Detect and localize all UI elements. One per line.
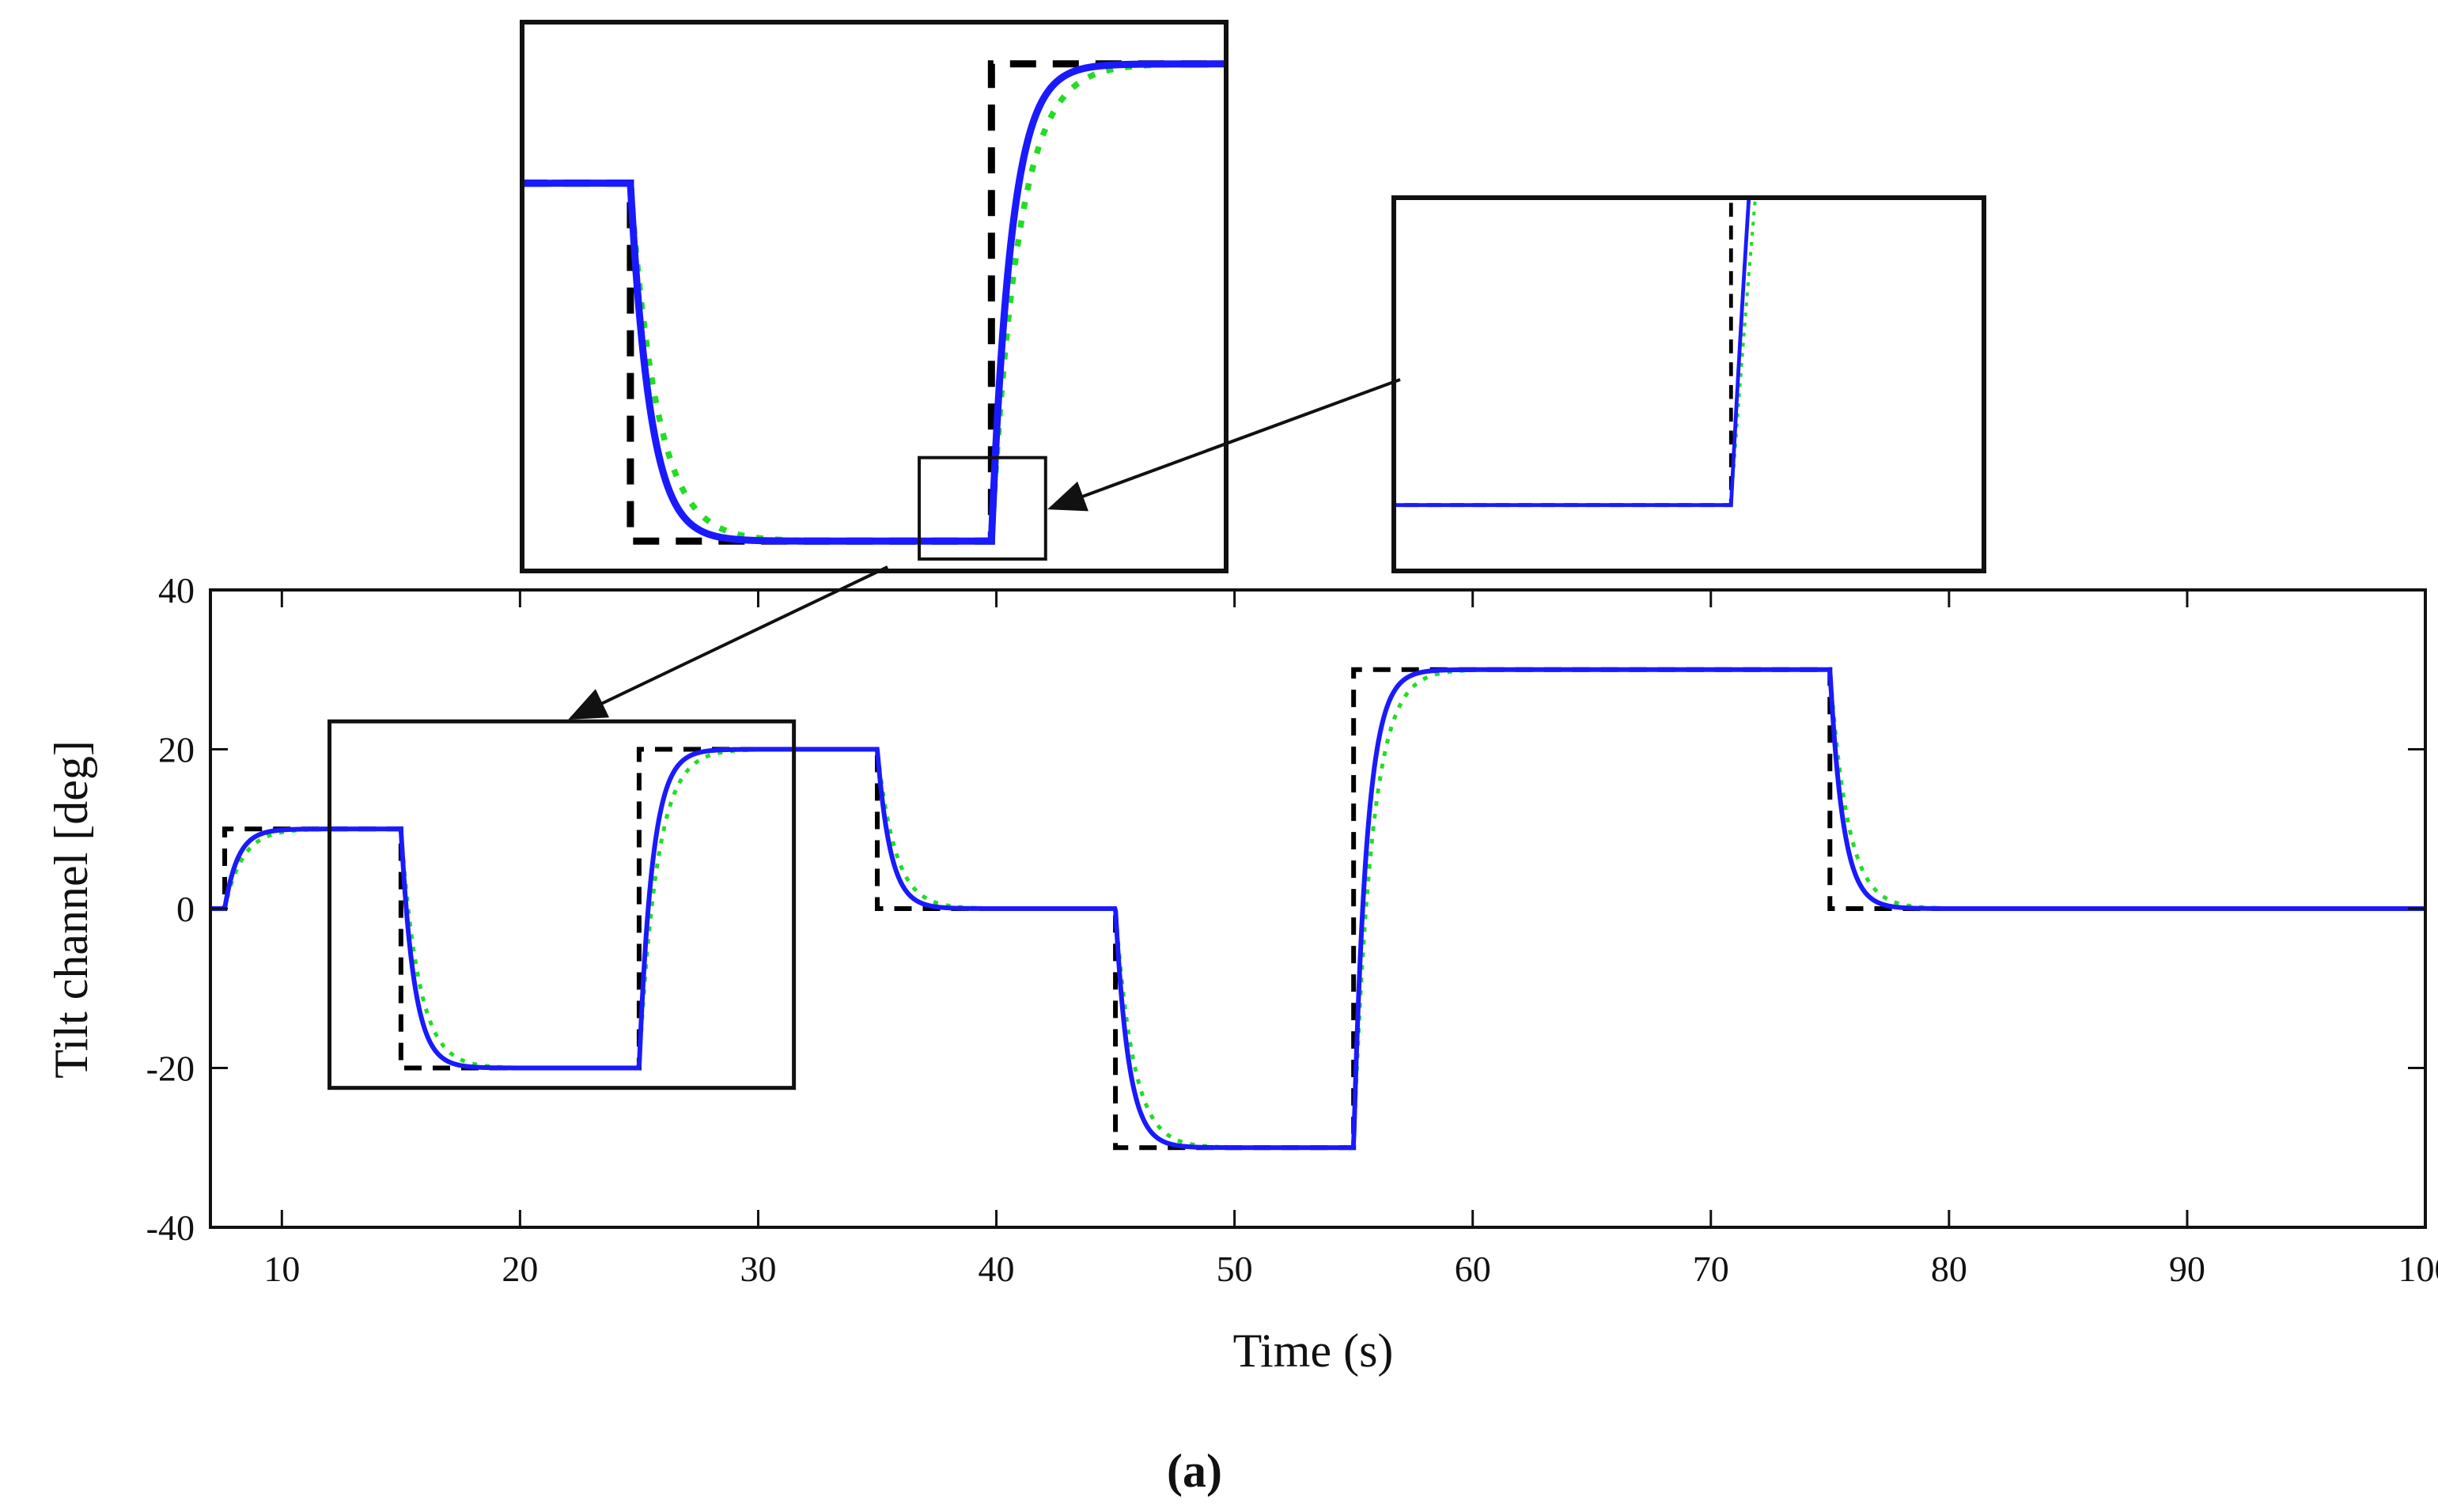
zoom-inset-large-frame [520,20,1228,573]
zoom-indicators [327,378,1401,1091]
zoom-inset-small [1391,195,1986,573]
main-series-group [210,667,2425,1151]
zoom-arrow-to-inset [1047,378,1401,512]
y-tick-label: 20 [158,730,195,770]
zoom-inset-small-background [1394,198,1984,571]
x-tick-label: 50 [1217,1249,1253,1289]
y-axis-title: Tilt channel [deg] [45,740,97,1079]
x-tick-label: 30 [740,1249,776,1289]
y-tick-label: -20 [146,1049,195,1089]
x-tick-label: 40 [979,1249,1015,1289]
figure-caption: (a) [1167,1445,1222,1497]
x-tick-label: 80 [1931,1249,1967,1289]
zoom-inset-large [520,20,1228,573]
y-tick-label: 0 [176,889,195,929]
y-tick-label: -40 [146,1208,195,1248]
zoom-source-box-small [918,455,1047,561]
zoom-inset-large-series [522,60,1226,545]
x-tick-label: 100 [2398,1249,2438,1289]
x-axis-title: Time (s) [1233,1325,1394,1377]
zoom-inset-small-series [1394,198,1758,508]
x-tick-label: 10 [263,1249,300,1289]
x-tick-label: 90 [2169,1249,2205,1289]
main-plot: 10 20 30 40 50 60 70 80 90 100 40 20 0 -20 -40 [146,570,2438,1289]
inset-large-series-blue-solid [522,60,1226,545]
x-tick-label: 70 [1693,1249,1729,1289]
zoom-source-box-large [327,719,797,1091]
y-tick-label: 40 [158,570,195,610]
main-ticks-group: 10 20 30 40 50 60 70 80 90 100 40 20 0 -20 -40 [146,570,2438,1289]
x-tick-label: 60 [1455,1249,1491,1289]
x-tick-label: 20 [502,1249,538,1289]
inset-small-series-blue-solid [1394,198,1751,508]
zoom-arrow-to-main [568,565,888,720]
main-series-blue-solid [210,667,2425,1151]
zoom-inset-small-frame [1391,195,1986,573]
